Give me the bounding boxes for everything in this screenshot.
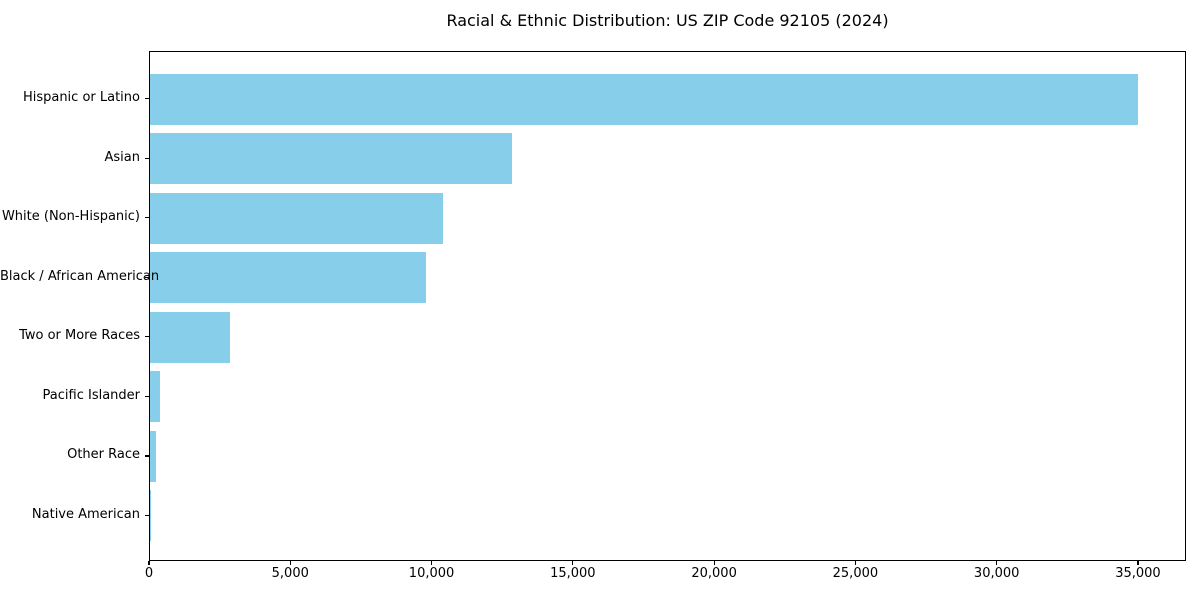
x-tick-mark [148, 561, 150, 565]
y-tick-mark [145, 276, 149, 278]
bar-other-race [150, 430, 156, 482]
x-tick-mark [713, 561, 715, 565]
y-tick-label-hispanic-or-latino: Hispanic or Latino [22, 90, 140, 105]
y-tick-label-white-non-hispanic: White (Non-Hispanic) [1, 209, 140, 225]
y-tick-mark [145, 455, 149, 457]
y-tick-label-other-race: Other Race [67, 447, 140, 463]
y-tick-label-native-american: Native American [31, 506, 140, 522]
x-tick-mark [572, 561, 574, 565]
y-tick-mark [145, 336, 149, 338]
y-tick-label-two-or-more-races: Two or More Races [19, 328, 140, 344]
x-tick-label-20000: 20,000 [691, 566, 737, 581]
y-tick-mark [145, 98, 149, 100]
y-tick-label-black-african-american: Black / African American [0, 268, 160, 284]
chart-title: Racial & Ethnic Distribution: US ZIP Cod… [446, 11, 889, 30]
y-tick-label-pacific-islander: Pacific Islander [42, 387, 140, 403]
x-tick-mark [430, 561, 433, 565]
x-tick-mark [289, 561, 291, 565]
bar-hispanic-or-latino [150, 73, 1138, 125]
y-tick-mark [145, 157, 149, 159]
x-tick-label-35000: 35,000 [1115, 566, 1161, 581]
x-tick-label-15000: 15,000 [550, 566, 596, 581]
x-tick-label-10000: 10,000 [408, 566, 455, 581]
bar-black-african-american [150, 252, 427, 304]
x-tick-label-0: 0 [144, 566, 154, 581]
x-tick-label-25000: 25,000 [832, 566, 879, 581]
bar-native-american [150, 490, 152, 542]
x-tick-label-5000: 5,000 [271, 566, 309, 581]
x-tick-mark [996, 561, 998, 565]
bar-two-or-more-races [150, 311, 230, 363]
x-tick-mark [854, 561, 856, 565]
bar-pacific-islander [150, 371, 160, 423]
y-tick-mark [145, 395, 149, 398]
y-tick-mark [145, 217, 149, 219]
x-tick-label-30000: 30,000 [973, 566, 1020, 581]
y-tick-mark [145, 514, 149, 517]
plot-area [149, 51, 1186, 561]
bar-asian [150, 133, 512, 185]
bar-white-non-hispanic [150, 192, 443, 244]
x-tick-mark [1137, 561, 1139, 565]
y-tick-label-asian: Asian [104, 149, 140, 165]
